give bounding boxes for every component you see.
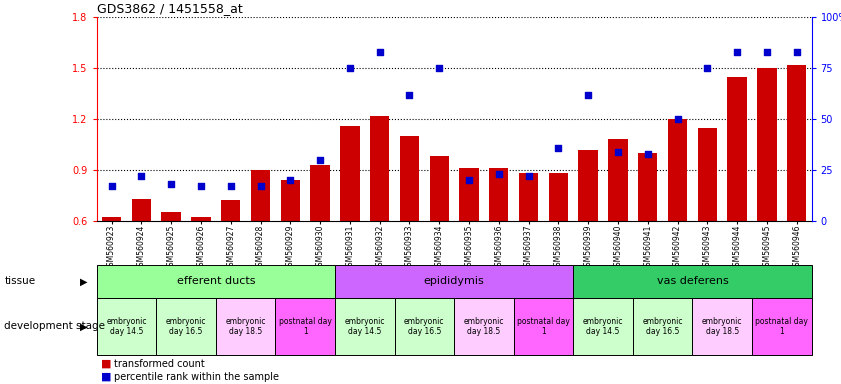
Point	[790, 49, 803, 55]
Bar	[579, 150, 598, 221]
Bar	[668, 119, 687, 221]
Text: embryonic
day 18.5: embryonic day 18.5	[225, 317, 266, 336]
Bar	[161, 212, 181, 221]
Bar	[698, 127, 717, 221]
Text: epididymis: epididymis	[424, 276, 484, 286]
Bar	[459, 168, 479, 221]
Point	[552, 144, 565, 151]
Point	[611, 149, 625, 155]
Bar	[341, 126, 360, 221]
Point	[135, 173, 148, 179]
Bar	[787, 65, 807, 221]
Point	[581, 91, 595, 98]
Point	[463, 177, 476, 183]
Point	[254, 183, 267, 189]
Bar	[281, 180, 300, 221]
Bar	[97, 298, 156, 355]
Text: embryonic
day 14.5: embryonic day 14.5	[345, 317, 385, 336]
Bar	[216, 298, 275, 355]
Bar	[574, 298, 632, 355]
Bar	[692, 298, 752, 355]
Text: percentile rank within the sample: percentile rank within the sample	[114, 372, 278, 382]
Text: postnatal day
1: postnatal day 1	[755, 317, 808, 336]
Point	[760, 49, 774, 55]
Text: postnatal day
1: postnatal day 1	[278, 317, 331, 336]
Point	[701, 65, 714, 71]
Bar	[221, 200, 241, 221]
Bar	[191, 217, 210, 221]
Bar	[454, 298, 514, 355]
Text: vas deferens: vas deferens	[657, 276, 728, 286]
Bar	[548, 173, 568, 221]
Bar	[514, 298, 574, 355]
Point	[373, 49, 386, 55]
Point	[671, 116, 685, 122]
Bar	[757, 68, 776, 221]
Bar	[519, 173, 538, 221]
Bar	[275, 298, 335, 355]
Point	[492, 171, 505, 177]
Point	[730, 49, 743, 55]
Text: embryonic
day 16.5: embryonic day 16.5	[643, 317, 683, 336]
Bar	[335, 298, 394, 355]
Point	[314, 157, 327, 163]
Text: ▶: ▶	[80, 276, 87, 286]
Bar	[370, 116, 389, 221]
Text: transformed count: transformed count	[114, 359, 204, 369]
Bar	[430, 156, 449, 221]
Text: tissue: tissue	[4, 276, 35, 286]
Bar	[102, 217, 121, 221]
Point	[165, 181, 178, 187]
Text: embryonic
day 16.5: embryonic day 16.5	[405, 317, 445, 336]
Bar	[608, 139, 627, 221]
Text: embryonic
day 18.5: embryonic day 18.5	[463, 317, 504, 336]
Bar	[632, 298, 692, 355]
Point	[641, 151, 654, 157]
Bar	[310, 165, 330, 221]
Point	[283, 177, 297, 183]
Bar	[335, 265, 574, 298]
Point	[194, 183, 208, 189]
Bar	[489, 168, 509, 221]
Text: embryonic
day 16.5: embryonic day 16.5	[166, 317, 206, 336]
Text: efferent ducts: efferent ducts	[177, 276, 255, 286]
Bar	[251, 170, 270, 221]
Text: ■: ■	[101, 372, 111, 382]
Bar	[574, 265, 812, 298]
Text: embryonic
day 18.5: embryonic day 18.5	[702, 317, 743, 336]
Text: development stage: development stage	[4, 321, 105, 331]
Point	[224, 183, 237, 189]
Point	[403, 91, 416, 98]
Text: postnatal day
1: postnatal day 1	[517, 317, 570, 336]
Bar	[132, 199, 151, 221]
Point	[343, 65, 357, 71]
Point	[522, 173, 536, 179]
Text: ▶: ▶	[80, 321, 87, 331]
Bar	[156, 298, 216, 355]
Bar	[727, 77, 747, 221]
Bar	[399, 136, 419, 221]
Text: embryonic
day 14.5: embryonic day 14.5	[583, 317, 623, 336]
Bar	[97, 265, 335, 298]
Bar	[394, 298, 454, 355]
Bar	[752, 298, 812, 355]
Point	[105, 183, 119, 189]
Point	[432, 65, 446, 71]
Bar	[638, 153, 658, 221]
Text: GDS3862 / 1451558_at: GDS3862 / 1451558_at	[97, 2, 242, 15]
Text: embryonic
day 14.5: embryonic day 14.5	[106, 317, 146, 336]
Text: ■: ■	[101, 359, 111, 369]
